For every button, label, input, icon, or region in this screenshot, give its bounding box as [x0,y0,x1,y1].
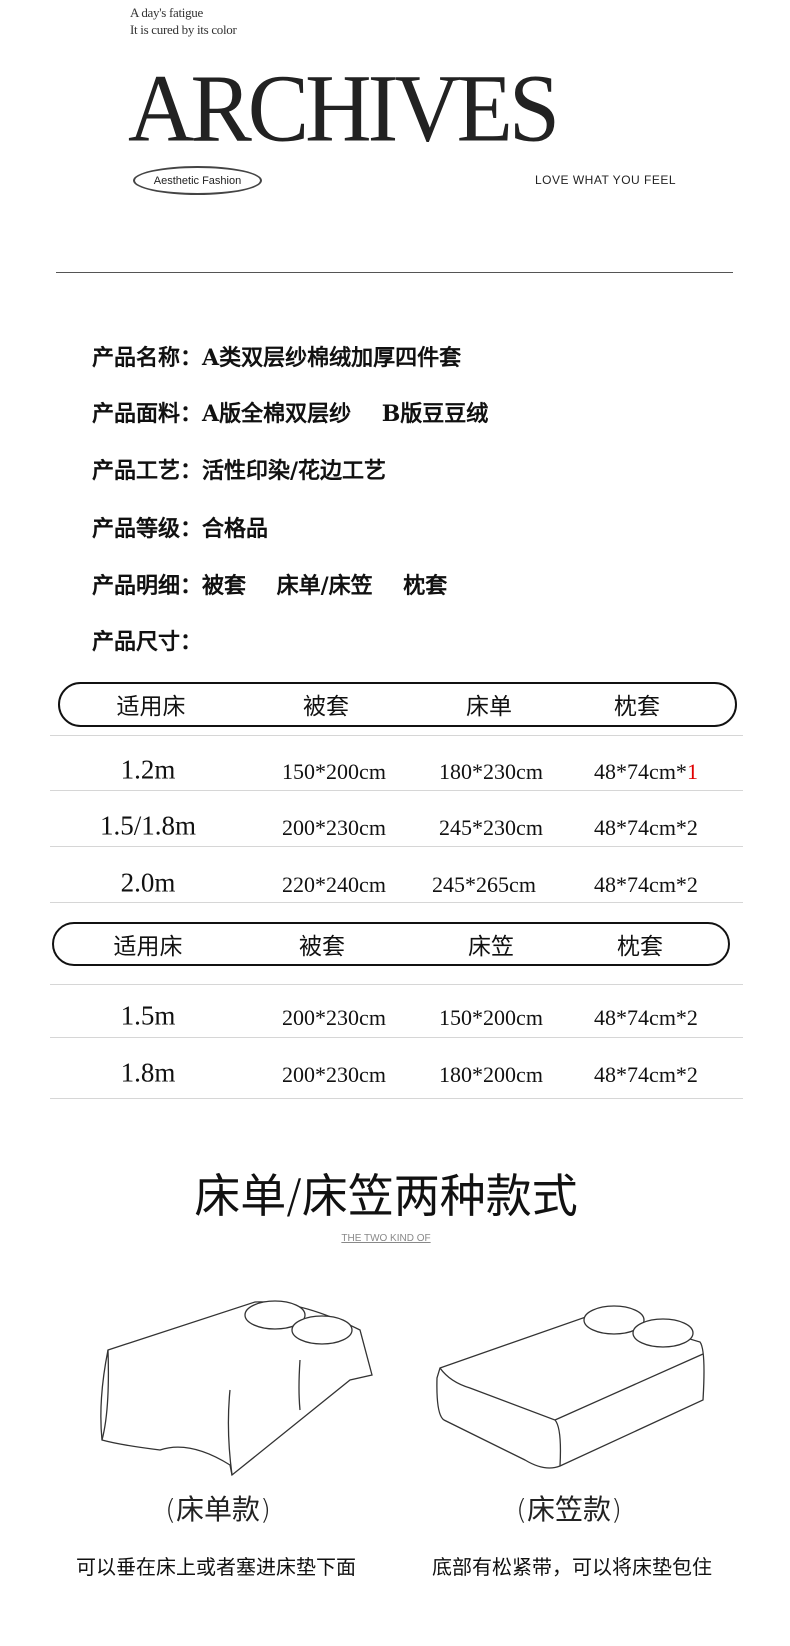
pillow-size-text: 48*74cm* [594,759,687,784]
table1-header [58,682,737,727]
table1-header-bed: 适用床 [116,694,186,720]
duvet-size: 220*240cm [282,872,386,897]
table2-header-duvet: 被套 [299,934,345,960]
spec-fabric: 产品面料：A版全棉双层纱 B版豆豆绒 [92,401,489,427]
table2-header-fitted: 床笠 [468,934,514,960]
divider [56,272,733,273]
spec-size: 产品尺寸： [92,629,203,655]
row-divider [50,1098,743,1099]
table2-header [52,922,730,966]
tagline-1: A day's fatigue [130,5,203,20]
fitted-sheet-desc: 底部有松紧带，可以将床垫包住 [432,1555,712,1579]
spec-craft: 产品工艺：活性印染/花边工艺 [92,458,387,484]
fitted-size: 180*200cm [439,1062,543,1087]
spec-items: 产品明细：被套 床单/床笠 枕套 [92,573,448,599]
row-divider [50,1037,743,1038]
brand-logo: ARCHIVES [128,54,560,162]
pillow-size: 48*74cm*1 [594,759,698,785]
badge-text: Aesthetic Fashion [153,174,242,187]
row-divider [50,790,743,791]
pillow-count-highlight: 1 [686,759,698,784]
spec-name: 产品名称：A类双层纱棉绒加厚四件套 [92,345,462,371]
styles-subtitle: THE TWO KIND OF [341,1233,431,1244]
sheet-size: 245*230cm [439,815,543,840]
duvet-size: 150*200cm [282,759,386,784]
aesthetic-badge: Aesthetic Fashion [133,166,262,195]
pillow-size: 48*74cm*2 [594,1062,698,1087]
row-divider [50,984,743,985]
table2-header-bed: 适用床 [113,934,183,960]
bed-size: 1.8m [120,1057,176,1088]
row-divider [50,735,743,736]
bed-size: 2.0m [120,867,176,898]
duvet-size: 200*230cm [282,815,386,840]
row-divider [50,846,743,847]
bed-size: 1.5m [120,1000,176,1031]
table2-header-pillow: 枕套 [617,934,663,960]
table1-header-sheet: 床单 [466,694,512,720]
tagline-2: It is cured by its color [130,22,237,37]
pillow-size: 48*74cm*2 [594,1005,698,1030]
row-divider [50,902,743,903]
fitted-sheet-bed-illustration [436,1305,705,1469]
bed-size: 1.2m [120,754,176,785]
fitted-sheet-caption: (床笠款) [516,1493,622,1526]
styles-title: 床单/床笠两种款式 [194,1169,578,1223]
sheet-size: 245*265cm [432,872,536,897]
duvet-size: 200*230cm [282,1005,386,1030]
table1-header-duvet: 被套 [303,694,349,720]
fitted-size: 150*200cm [439,1005,543,1030]
slogan: LOVE WHAT YOU FEEL [535,173,677,187]
sheet-size: 180*230cm [439,759,543,784]
flat-sheet-bed-illustration [100,1300,373,1477]
duvet-size: 200*230cm [282,1062,386,1087]
flat-sheet-caption: (床单款) [165,1493,271,1526]
spec-grade: 产品等级：合格品 [92,516,269,542]
pillow-size: 48*74cm*2 [594,815,698,840]
pillow-size: 48*74cm*2 [594,872,698,897]
bed-size: 1.5/1.8m [99,810,197,841]
table1-header-pillow: 枕套 [614,694,660,720]
flat-sheet-desc: 可以垂在床上或者塞进床垫下面 [76,1555,356,1579]
